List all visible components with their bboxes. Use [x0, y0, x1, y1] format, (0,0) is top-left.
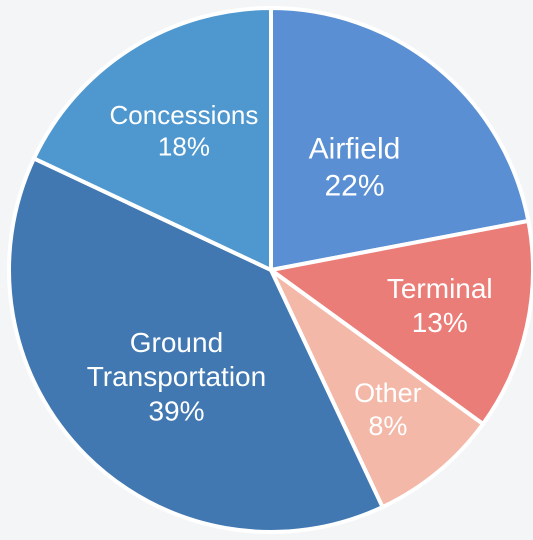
- slice-value-ground-transportation: 39%: [148, 395, 204, 426]
- pie-slice-airfield: [269, 6, 531, 272]
- pie-slice-ground-transportation: [7, 156, 385, 534]
- slice-label-terminal: Terminal: [387, 273, 493, 304]
- slice-value-airfield: 22%: [324, 169, 384, 202]
- slice-label-airfield: Airfield: [309, 133, 401, 166]
- slice-value-concessions: 18%: [158, 132, 210, 162]
- slice-value-terminal: 13%: [412, 307, 468, 338]
- pie-slice-other: [269, 268, 485, 510]
- slice-value-other: 8%: [368, 411, 407, 441]
- slice-label-ground-transportation-1: Ground: [130, 327, 223, 358]
- slice-label-concessions: Concessions: [110, 100, 259, 130]
- pie-slice-concessions: [31, 6, 273, 272]
- slices-layer: [7, 6, 533, 534]
- pie-slice-terminal: [269, 218, 533, 426]
- slice-label-ground-transportation-2: Transportation: [87, 361, 267, 392]
- slice-label-other: Other: [354, 378, 422, 408]
